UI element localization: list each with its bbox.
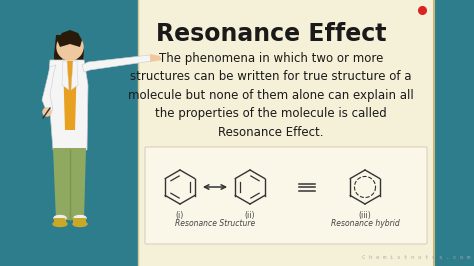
Polygon shape [57,30,82,47]
Polygon shape [42,65,56,115]
Text: Resonance Effect: Resonance Effect [156,22,386,46]
Polygon shape [71,61,78,90]
Text: The phenomena in which two or more
structures can be written for true structure : The phenomena in which two or more struc… [128,52,414,139]
Text: Resonance Structure: Resonance Structure [175,219,255,228]
Text: (ii): (ii) [245,211,255,220]
Polygon shape [48,60,88,150]
Text: (iii): (iii) [359,211,371,220]
Polygon shape [54,218,67,224]
Circle shape [43,108,51,116]
Polygon shape [150,54,162,62]
Polygon shape [73,218,86,224]
Bar [138,0,434,266]
Ellipse shape [73,222,87,227]
Polygon shape [82,55,152,72]
Polygon shape [75,42,84,80]
Ellipse shape [54,215,66,221]
Polygon shape [54,35,65,115]
Text: Resonance hybrid: Resonance hybrid [331,219,400,228]
Ellipse shape [53,222,67,227]
Polygon shape [53,148,86,220]
Polygon shape [62,61,69,90]
Polygon shape [63,61,77,130]
Circle shape [57,34,83,60]
Ellipse shape [74,215,86,221]
FancyBboxPatch shape [145,147,427,244]
Text: (i): (i) [176,211,184,220]
Text: C h e m i s t n o t e s . c o m: C h e m i s t n o t e s . c o m [363,255,471,260]
